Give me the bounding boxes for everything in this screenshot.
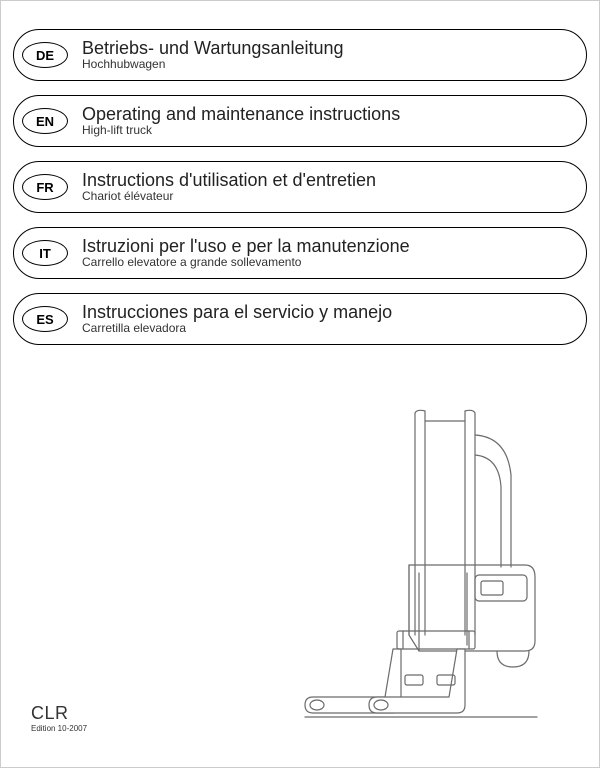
lang-badge-de: DE	[22, 42, 68, 68]
text-block: Instrucciones para el servicio y manejo …	[82, 303, 392, 336]
text-block: Betriebs- und Wartungsanleitung Hochhubw…	[82, 39, 343, 72]
entry-sub: Hochhubwagen	[82, 58, 343, 71]
forklift-illustration	[297, 405, 577, 745]
entry-fr: FR Instructions d'utilisation et d'entre…	[13, 161, 587, 213]
model-label: CLR	[31, 703, 87, 724]
entry-title: Instructions d'utilisation et d'entretie…	[82, 171, 376, 191]
language-entries: DE Betriebs- und Wartungsanleitung Hochh…	[1, 1, 599, 345]
entry-sub: Carretilla elevadora	[82, 322, 392, 335]
entry-sub: Carrello elevatore a grande sollevamento	[82, 256, 410, 269]
entry-it: IT Istruzioni per l'uso e per la manuten…	[13, 227, 587, 279]
lang-code: EN	[36, 114, 54, 129]
entry-es: ES Instrucciones para el servicio y mane…	[13, 293, 587, 345]
entry-en: EN Operating and maintenance instruction…	[13, 95, 587, 147]
lang-badge-fr: FR	[22, 174, 68, 200]
entry-de: DE Betriebs- und Wartungsanleitung Hochh…	[13, 29, 587, 81]
entry-title: Operating and maintenance instructions	[82, 105, 400, 125]
text-block: Operating and maintenance instructions H…	[82, 105, 400, 138]
entry-sub: High-lift truck	[82, 124, 400, 137]
entry-title: Istruzioni per l'uso e per la manutenzio…	[82, 237, 410, 257]
lang-badge-en: EN	[22, 108, 68, 134]
lang-badge-it: IT	[22, 240, 68, 266]
lang-badge-es: ES	[22, 306, 68, 332]
entry-sub: Chariot élévateur	[82, 190, 376, 203]
text-block: Istruzioni per l'uso e per la manutenzio…	[82, 237, 410, 270]
footer: CLR Edition 10-2007	[31, 703, 87, 733]
lang-code: IT	[39, 246, 51, 261]
text-block: Instructions d'utilisation et d'entretie…	[82, 171, 376, 204]
lang-code: FR	[36, 180, 53, 195]
edition-label: Edition 10-2007	[31, 724, 87, 733]
lang-code: DE	[36, 48, 54, 63]
lang-code: ES	[36, 312, 53, 327]
entry-title: Instrucciones para el servicio y manejo	[82, 303, 392, 323]
entry-title: Betriebs- und Wartungsanleitung	[82, 39, 343, 59]
